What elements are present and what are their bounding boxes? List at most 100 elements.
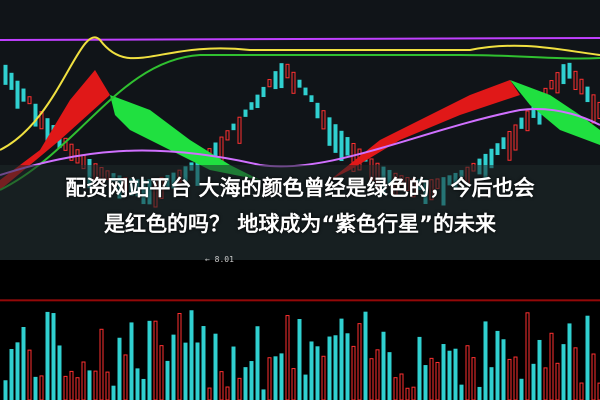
volume-bar [279, 353, 284, 400]
volume-bar [117, 337, 122, 400]
volume-bar [477, 386, 482, 400]
volume-bar [219, 371, 224, 400]
candle [255, 94, 260, 109]
volume-bar [165, 360, 170, 400]
volume-bar [249, 361, 254, 400]
volume-bar [147, 320, 152, 400]
candle [561, 64, 566, 85]
volume-bar [171, 334, 176, 400]
volume-bar [207, 387, 212, 400]
volume-bar [399, 373, 404, 400]
ribbon-green [110, 95, 260, 180]
volume-bar [225, 386, 230, 400]
volume-bar [447, 350, 452, 400]
volume-bar [537, 339, 542, 400]
volume-bar [303, 374, 308, 400]
volume-bar [255, 326, 260, 400]
candle [267, 79, 272, 88]
volume-bar [231, 346, 236, 400]
candle [345, 137, 350, 156]
candle [303, 87, 308, 96]
candle [291, 71, 296, 94]
volume-bar [261, 389, 266, 400]
ribbon-red-left [0, 70, 110, 190]
headline: 配资网站平台 大海的颜色曾经是绿色的，今后也会 是红色的吗？ 地球成为“紫色行星… [0, 170, 600, 242]
volume-bar [555, 362, 560, 400]
volume-bar [141, 378, 146, 400]
volume-bar [75, 377, 80, 400]
candle [27, 96, 32, 105]
volume-bar [339, 318, 344, 400]
candle [555, 72, 560, 94]
volume-bar [111, 385, 116, 400]
volume-bar [381, 331, 386, 400]
volume-bar [129, 322, 134, 400]
volume-bar [297, 319, 302, 400]
volume-bar [519, 378, 524, 400]
volume-bar [531, 363, 536, 400]
volume-bar [159, 345, 164, 400]
volume-bar [9, 348, 14, 400]
volume-bar [69, 370, 74, 400]
volume-bar [513, 356, 518, 400]
ribbon-green-right [510, 80, 600, 145]
volume-bar [309, 341, 314, 400]
volume-bar [213, 333, 218, 400]
volume-bar [345, 333, 350, 400]
volume-bar [363, 311, 368, 400]
candle [519, 117, 524, 129]
candle [297, 79, 302, 88]
volume-bar [573, 347, 578, 400]
candle [585, 86, 590, 103]
volume-bar [411, 386, 416, 400]
candle [243, 109, 248, 117]
volume-bar [183, 342, 188, 400]
volume-bar [81, 361, 86, 400]
volume-bar [561, 344, 566, 400]
volume-bar [267, 357, 272, 400]
volume-bar [201, 326, 206, 400]
volume-bar [93, 370, 98, 400]
volume-bar [441, 344, 446, 400]
volume-bar [525, 312, 530, 400]
volume-bar [273, 356, 278, 400]
candle [327, 117, 332, 146]
volume-bar [429, 357, 434, 400]
volume-bar [123, 354, 128, 400]
volume-bar [375, 349, 380, 400]
candle [549, 80, 554, 90]
candle [3, 64, 8, 85]
candle [15, 80, 20, 109]
candle [21, 88, 26, 102]
volume-bar [87, 370, 92, 400]
candle [9, 72, 14, 90]
candle [225, 130, 230, 141]
volume-bar [291, 368, 296, 400]
candle [237, 116, 242, 144]
volume-bar [591, 353, 596, 400]
volume-bar [57, 345, 62, 400]
volume-bar [567, 323, 572, 400]
ma-green [0, 54, 600, 191]
candle [501, 137, 506, 150]
volume-bar [39, 375, 44, 400]
low-price-label: ← 8.01 [205, 255, 234, 264]
volume-bar [45, 311, 50, 400]
volume-bar [543, 367, 548, 400]
headline-backdrop [0, 165, 600, 260]
volume-bar [387, 352, 392, 400]
volume-bar [465, 345, 470, 400]
volume-bar [579, 382, 584, 400]
candle [573, 70, 578, 91]
volume-bar [405, 387, 410, 400]
volume-bar [489, 367, 494, 400]
volume-bar [501, 339, 506, 400]
volume-bar [285, 315, 290, 400]
volume-bar [351, 345, 356, 400]
candle [231, 123, 236, 131]
volume-bar [423, 365, 428, 400]
volume-bar [333, 335, 338, 400]
headline-line-2: 是红色的吗？ 地球成为“紫色行星”的未来 [104, 212, 496, 236]
volume-bar [195, 342, 200, 400]
volume-bar [495, 330, 500, 400]
